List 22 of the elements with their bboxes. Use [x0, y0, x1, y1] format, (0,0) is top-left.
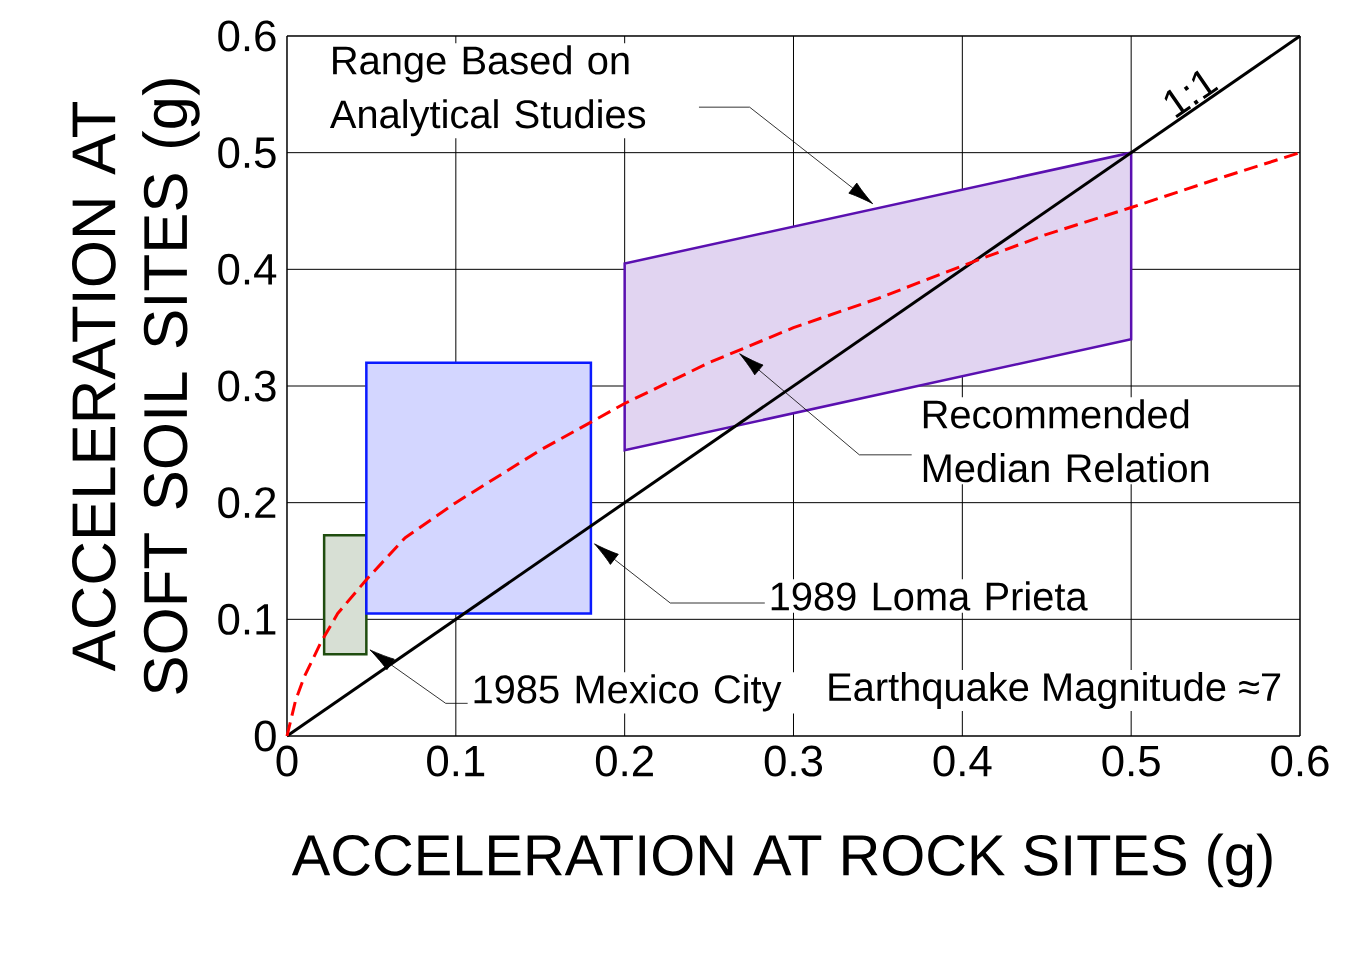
y-axis-title: ACCELERATION AT SOFT SOIL SITES (g)	[72, 79, 200, 694]
annotation: Recommended Median Relation	[923, 399, 1209, 483]
annotation: Range Based on Analytical Studies	[329, 45, 646, 137]
x-tick-label: 0.3	[764, 745, 823, 777]
annotation: 1985 Mexico City	[474, 674, 782, 712]
x-tick-label: 0.5	[1102, 745, 1160, 777]
x-tick-label: 0	[276, 745, 298, 777]
y-tick-label: 0.1	[218, 603, 276, 635]
x-tick-label: 0.4	[933, 745, 992, 777]
y-tick-label: 0.5	[218, 137, 276, 169]
y-tick-label: 0	[254, 720, 276, 752]
x-axis-title: ACCELERATION AT ROCK SITES (g)	[291, 833, 1272, 888]
x-tick-label: 0.2	[595, 745, 653, 777]
y-tick-label: 0.6	[218, 20, 276, 52]
annotation: 1989 Loma Prieta	[771, 581, 1088, 611]
y-tick-label: 0.3	[218, 370, 276, 402]
text: 1:1	[1164, 70, 1219, 118]
y-tick-label: 0.2	[218, 487, 276, 519]
x-tick-label: 0.6	[1271, 745, 1329, 777]
y-tick-label: 0.4	[218, 253, 277, 285]
x-tick-label: 0.1	[427, 745, 485, 777]
annotation: Earthquake Magnitude ≈7	[829, 671, 1281, 710]
